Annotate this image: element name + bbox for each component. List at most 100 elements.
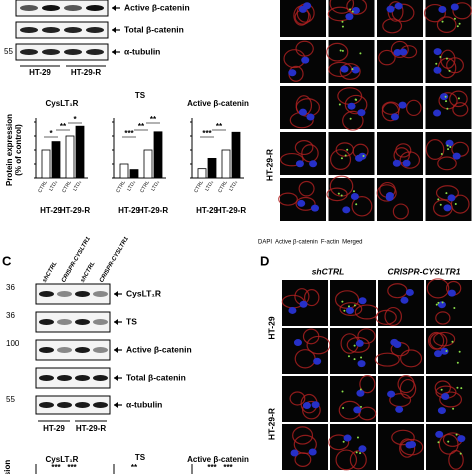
nucleus (306, 113, 315, 121)
band (57, 375, 72, 381)
nucleus (443, 204, 452, 212)
signal (352, 190, 355, 193)
band (93, 291, 108, 297)
signal (449, 145, 452, 148)
sig-label: *** (67, 463, 77, 472)
nucleus (390, 113, 399, 121)
cell (449, 90, 468, 108)
blot (35, 283, 111, 305)
signal (341, 49, 344, 52)
cell (391, 429, 415, 446)
nucleus (340, 65, 349, 73)
nucleus (402, 159, 411, 167)
nucleus (347, 102, 356, 110)
nucleus (295, 160, 304, 168)
signal (448, 69, 451, 72)
signal (341, 20, 344, 23)
sig-label: ** (150, 115, 157, 124)
signal (453, 307, 456, 310)
cell (293, 5, 310, 26)
signal (347, 305, 350, 308)
image (280, 86, 326, 129)
blot-label: TS (126, 316, 137, 326)
group-label: HT-29 (196, 206, 218, 215)
image (377, 178, 423, 221)
cell (278, 192, 298, 206)
cell (381, 102, 400, 122)
x-tick-label: LTD₄ (72, 180, 83, 193)
cell (395, 143, 412, 158)
signal (351, 68, 354, 71)
signal (435, 62, 438, 65)
x-tick-label: CTRL (193, 179, 205, 193)
signal (454, 202, 457, 205)
nucleus (355, 339, 364, 347)
nucleus (357, 360, 366, 368)
signal (355, 98, 358, 101)
nucleus (450, 3, 459, 11)
cell (436, 16, 457, 33)
signal (441, 301, 444, 304)
nucleus (288, 306, 297, 314)
nucleus (452, 152, 461, 160)
blot (35, 367, 111, 389)
sig-label: ** (60, 122, 67, 131)
panel-letter: C (2, 253, 12, 268)
cell (295, 196, 316, 211)
chart-title: Active β-catenin (187, 455, 249, 464)
band (64, 49, 82, 55)
row-label: HT-29-R (264, 149, 274, 181)
cell (357, 328, 376, 344)
signal (351, 10, 354, 13)
y-axis-label: Protein expression (5, 114, 14, 186)
nucleus (313, 357, 322, 365)
nucleus (440, 347, 449, 355)
band (93, 375, 108, 381)
bar (197, 168, 207, 179)
band (86, 27, 104, 33)
x-tick-label: CTRL (115, 179, 127, 193)
signal (353, 344, 356, 347)
y-axis-label: sion (3, 460, 12, 474)
signal (446, 144, 449, 147)
signal (341, 390, 344, 393)
signal (342, 406, 345, 409)
image (426, 328, 472, 374)
x-tick-label: LTD₄ (150, 180, 161, 193)
cell (426, 278, 450, 299)
cell (349, 450, 367, 470)
sig-label: ** (131, 463, 138, 472)
cell (439, 391, 463, 408)
nucleus (308, 448, 317, 456)
band (57, 347, 72, 353)
signal (439, 203, 442, 206)
signal (452, 407, 455, 410)
cell (391, 3, 415, 23)
cell (437, 156, 457, 171)
signal (356, 436, 359, 439)
blot (35, 395, 111, 415)
blot (15, 0, 109, 17)
image (280, 132, 326, 175)
band (39, 375, 54, 381)
signal (437, 198, 440, 201)
signal (359, 388, 362, 391)
signal (341, 25, 344, 28)
image (280, 178, 326, 221)
bar (41, 149, 51, 179)
band (39, 347, 54, 353)
arrow-head (112, 49, 116, 55)
signal (458, 22, 461, 25)
blot (15, 21, 109, 39)
cell (446, 57, 464, 74)
nucleus (386, 5, 395, 13)
cell (428, 331, 445, 350)
nucleus (440, 93, 449, 101)
signal (343, 309, 346, 312)
legend-label: Active β-catenin (275, 240, 318, 246)
group-label: HT-29-R (60, 206, 90, 215)
signal (340, 194, 343, 197)
band (86, 49, 104, 55)
cell (399, 151, 421, 169)
nucleus (447, 289, 456, 297)
